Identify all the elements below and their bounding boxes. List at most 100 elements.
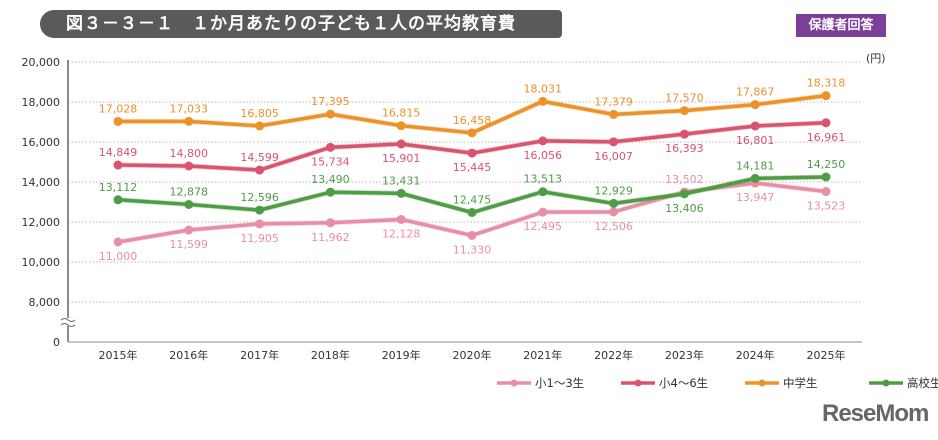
data-label: 16,056 bbox=[524, 149, 563, 162]
data-label: 11,330 bbox=[453, 243, 492, 256]
legend-marker bbox=[510, 379, 518, 387]
x-tick-label: 2018年 bbox=[311, 348, 350, 362]
data-label: 11,599 bbox=[170, 238, 209, 251]
data-label: 13,947 bbox=[736, 191, 775, 204]
data-point bbox=[113, 116, 123, 126]
data-label: 12,475 bbox=[453, 194, 492, 207]
y-tick-label: 18,000 bbox=[22, 96, 61, 109]
data-point bbox=[255, 121, 265, 131]
data-label: 15,445 bbox=[453, 161, 492, 174]
x-tick-label: 2016年 bbox=[169, 348, 208, 362]
data-label: 16,805 bbox=[240, 107, 279, 120]
data-label: 13,523 bbox=[807, 200, 846, 213]
data-point bbox=[821, 91, 831, 101]
legend-marker bbox=[634, 379, 642, 387]
data-label: 17,395 bbox=[311, 95, 350, 108]
data-point bbox=[184, 161, 194, 171]
data-point bbox=[184, 225, 194, 235]
data-label: 17,033 bbox=[170, 102, 209, 115]
data-point bbox=[538, 136, 548, 146]
data-point bbox=[750, 173, 760, 183]
data-point bbox=[113, 195, 123, 205]
y-tick-label: 10,000 bbox=[22, 256, 61, 269]
data-point bbox=[609, 198, 619, 208]
data-label: 16,801 bbox=[736, 134, 775, 147]
data-point bbox=[325, 218, 335, 228]
data-label: 13,502 bbox=[665, 173, 704, 186]
data-point bbox=[609, 109, 619, 119]
data-point bbox=[538, 96, 548, 106]
legend-label: 小1〜3生 bbox=[535, 376, 584, 390]
resemom-logo: ReseMom bbox=[822, 400, 929, 427]
axis-break-gap bbox=[62, 318, 74, 326]
data-label: 16,815 bbox=[382, 107, 421, 120]
data-point bbox=[467, 128, 477, 138]
data-point bbox=[396, 121, 406, 131]
data-label: 13,406 bbox=[665, 202, 704, 215]
data-label: 11,962 bbox=[311, 231, 350, 244]
x-tick-label: 2020年 bbox=[453, 348, 492, 362]
data-label: 14,849 bbox=[99, 146, 138, 159]
data-label: 16,007 bbox=[594, 150, 633, 163]
data-point bbox=[679, 129, 689, 139]
data-point bbox=[750, 121, 760, 131]
x-tick-label: 2022年 bbox=[594, 348, 633, 362]
axis-break-mark bbox=[60, 323, 76, 327]
x-tick-label: 2024年 bbox=[736, 348, 775, 362]
data-point bbox=[396, 139, 406, 149]
y-tick-label: 16,000 bbox=[22, 136, 61, 149]
data-label: 16,393 bbox=[665, 142, 704, 155]
data-label: 13,490 bbox=[311, 173, 350, 186]
data-label: 11,000 bbox=[99, 250, 138, 263]
data-point bbox=[821, 187, 831, 197]
data-point bbox=[821, 118, 831, 128]
data-label: 17,867 bbox=[736, 86, 775, 99]
unit-label: (円) bbox=[866, 52, 886, 65]
data-point bbox=[113, 160, 123, 170]
data-point bbox=[255, 165, 265, 175]
data-point bbox=[396, 214, 406, 224]
data-point bbox=[396, 188, 406, 198]
data-point bbox=[467, 230, 477, 240]
data-label: 14,181 bbox=[736, 159, 775, 172]
x-tick-label: 2025年 bbox=[807, 348, 846, 362]
legend-label: 小4〜6生 bbox=[659, 376, 708, 390]
data-label: 16,458 bbox=[453, 114, 492, 127]
data-point bbox=[325, 187, 335, 197]
x-tick-label: 2019年 bbox=[382, 348, 421, 362]
x-tick-label: 2017年 bbox=[240, 348, 279, 362]
data-label: 17,028 bbox=[99, 102, 138, 115]
y-tick-label: 12,000 bbox=[22, 216, 61, 229]
data-point bbox=[750, 100, 760, 110]
data-point bbox=[325, 142, 335, 152]
data-point bbox=[609, 137, 619, 147]
respondent-badge: 保護者回答 bbox=[796, 14, 886, 37]
data-point bbox=[325, 109, 335, 119]
data-point bbox=[821, 172, 831, 182]
y-tick-label: 0 bbox=[53, 336, 60, 349]
data-point bbox=[538, 187, 548, 197]
data-label: 17,379 bbox=[594, 95, 633, 108]
data-point bbox=[184, 199, 194, 209]
data-label: 14,599 bbox=[240, 151, 279, 164]
data-label: 16,961 bbox=[807, 131, 846, 144]
data-label: 13,112 bbox=[99, 181, 138, 194]
data-point bbox=[255, 205, 265, 215]
x-tick-label: 2015年 bbox=[99, 348, 138, 362]
data-point bbox=[679, 106, 689, 116]
data-point bbox=[467, 208, 477, 217]
chart-title: 図３－３－１ １か月あたりの子ども１人の平均教育費 bbox=[40, 10, 562, 38]
data-label: 17,570 bbox=[665, 92, 704, 105]
data-point bbox=[609, 207, 619, 217]
data-label: 14,250 bbox=[807, 158, 846, 171]
y-tick-label: 20,000 bbox=[22, 56, 61, 69]
data-label: 18,318 bbox=[807, 77, 846, 90]
data-label: 12,495 bbox=[524, 220, 563, 233]
data-label: 15,734 bbox=[311, 155, 350, 168]
data-label: 15,901 bbox=[382, 152, 421, 165]
data-label: 13,513 bbox=[524, 173, 563, 186]
data-label: 12,596 bbox=[240, 191, 279, 204]
data-point bbox=[255, 219, 265, 229]
data-point bbox=[679, 189, 689, 199]
